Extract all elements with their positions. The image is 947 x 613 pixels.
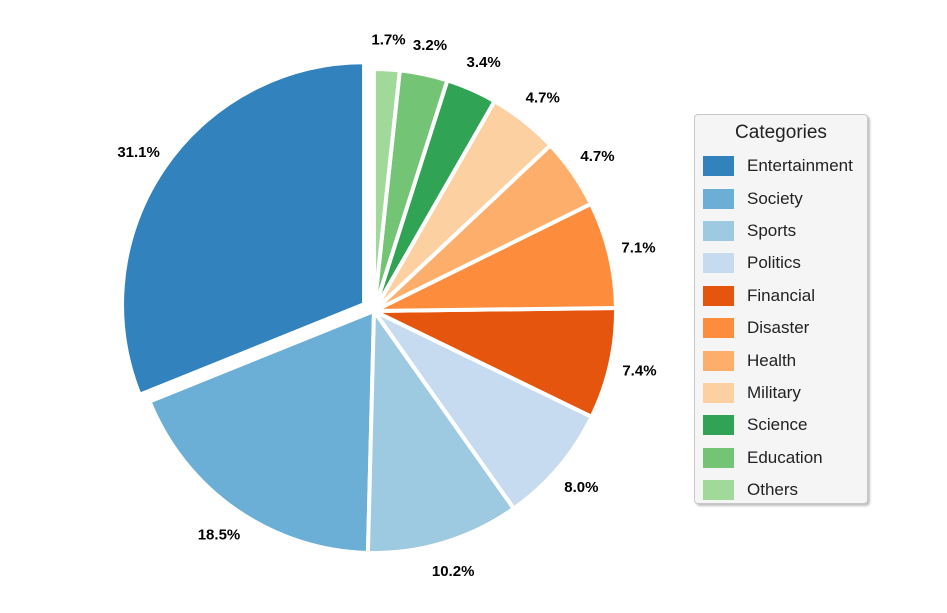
- legend-item-disaster: Disaster: [695, 312, 867, 344]
- pct-label-politics: 8.0%: [564, 479, 598, 496]
- legend-item-science: Science: [695, 409, 867, 441]
- pct-label-entertainment: 31.1%: [117, 144, 160, 161]
- legend-items: Entertainment Society Sports Politics Financ…: [695, 150, 867, 506]
- legend-swatch-health: [703, 350, 734, 371]
- pct-label-health: 4.7%: [580, 148, 614, 165]
- legend-swatch-financial: [703, 285, 734, 306]
- legend-swatch-education: [703, 447, 734, 468]
- legend-item-entertainment: Entertainment: [695, 150, 867, 182]
- pie-slice-society: [147, 309, 376, 555]
- pct-label-disaster: 7.1%: [621, 240, 655, 257]
- pie-slice-entertainment: [120, 60, 367, 397]
- legend-item-society: Society: [695, 182, 867, 214]
- legend-label-politics: Politics: [747, 253, 801, 273]
- legend-swatch-military: [703, 382, 734, 403]
- legend-swatch-entertainment: [703, 156, 734, 177]
- pie-slice-politics: [372, 309, 594, 511]
- legend-label-disaster: Disaster: [747, 318, 810, 338]
- legend-label-entertainment: Entertainment: [747, 156, 853, 176]
- legend-swatch-others: [703, 480, 734, 501]
- legend-title: Categories: [735, 122, 827, 143]
- pie-slice-disaster: [372, 201, 618, 313]
- legend-label-others: Others: [747, 480, 799, 500]
- legend-swatch-politics: [703, 253, 734, 274]
- legend-swatch-disaster: [703, 318, 734, 339]
- legend-item-education: Education: [695, 442, 867, 474]
- legend-swatch-science: [703, 415, 734, 436]
- pie-slice-financial: [372, 305, 618, 419]
- pct-label-others: 1.7%: [371, 31, 405, 48]
- legend-label-health: Health: [747, 350, 797, 370]
- legend-item-financial: Financial: [695, 280, 867, 312]
- legend-item-health: Health: [695, 344, 867, 376]
- pct-label-military: 4.7%: [526, 90, 560, 107]
- legend-item-military: Military: [695, 377, 867, 409]
- legend-label-sports: Sports: [747, 220, 797, 240]
- legend-item-others: Others: [695, 474, 867, 506]
- pct-label-society: 18.5%: [198, 527, 241, 544]
- legend: Categories Entertainment Society Sports Pol…: [694, 114, 868, 504]
- legend-swatch-sports: [703, 220, 734, 241]
- pie-slice-others: [372, 67, 402, 313]
- legend-label-financial: Financial: [747, 285, 816, 305]
- pct-label-education: 3.2%: [413, 37, 447, 54]
- pct-label-sports: 10.2%: [432, 563, 475, 580]
- legend-item-politics: Politics: [695, 247, 867, 279]
- pie-slice-sports: [365, 309, 516, 555]
- legend-swatch-society: [703, 188, 734, 209]
- pct-label-science: 3.4%: [466, 54, 500, 71]
- legend-item-sports: Sports: [695, 215, 867, 247]
- legend-label-military: Military: [747, 382, 801, 402]
- legend-label-education: Education: [747, 447, 823, 467]
- legend-label-society: Society: [747, 188, 803, 208]
- pct-label-financial: 7.4%: [622, 362, 656, 379]
- legend-label-science: Science: [747, 415, 808, 435]
